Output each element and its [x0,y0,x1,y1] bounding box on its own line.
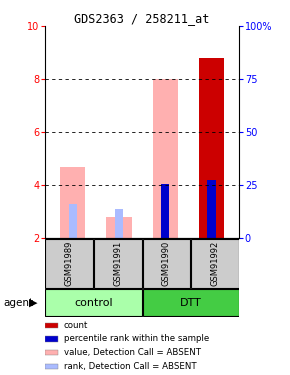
Bar [45,350,58,355]
Bar [68,204,77,238]
Text: control: control [74,298,113,308]
Bar [115,209,123,238]
Bar [143,290,239,316]
Bar [45,336,58,342]
Text: agent: agent [3,298,34,308]
Text: value, Detection Call = ABSENT: value, Detection Call = ABSENT [64,348,201,357]
Text: GSM91991: GSM91991 [113,241,122,286]
Bar [161,184,169,238]
Bar [153,79,178,238]
Bar [46,290,142,316]
Text: GSM91989: GSM91989 [65,241,74,286]
Bar [143,238,190,288]
Bar [106,217,132,238]
Text: GSM91992: GSM91992 [211,241,220,286]
Bar [46,238,93,288]
Bar [45,364,58,369]
Bar [94,238,142,288]
Text: rank, Detection Call = ABSENT: rank, Detection Call = ABSENT [64,362,197,371]
Text: DTT: DTT [180,298,202,308]
Bar [191,238,239,288]
Text: GSM91990: GSM91990 [162,241,171,286]
Bar [207,180,216,238]
Bar [199,58,224,238]
Title: GDS2363 / 258211_at: GDS2363 / 258211_at [75,12,210,25]
Text: count: count [64,321,88,330]
Text: percentile rank within the sample: percentile rank within the sample [64,334,209,344]
Text: ▶: ▶ [29,298,37,308]
Bar [45,322,58,328]
Bar [60,166,86,238]
